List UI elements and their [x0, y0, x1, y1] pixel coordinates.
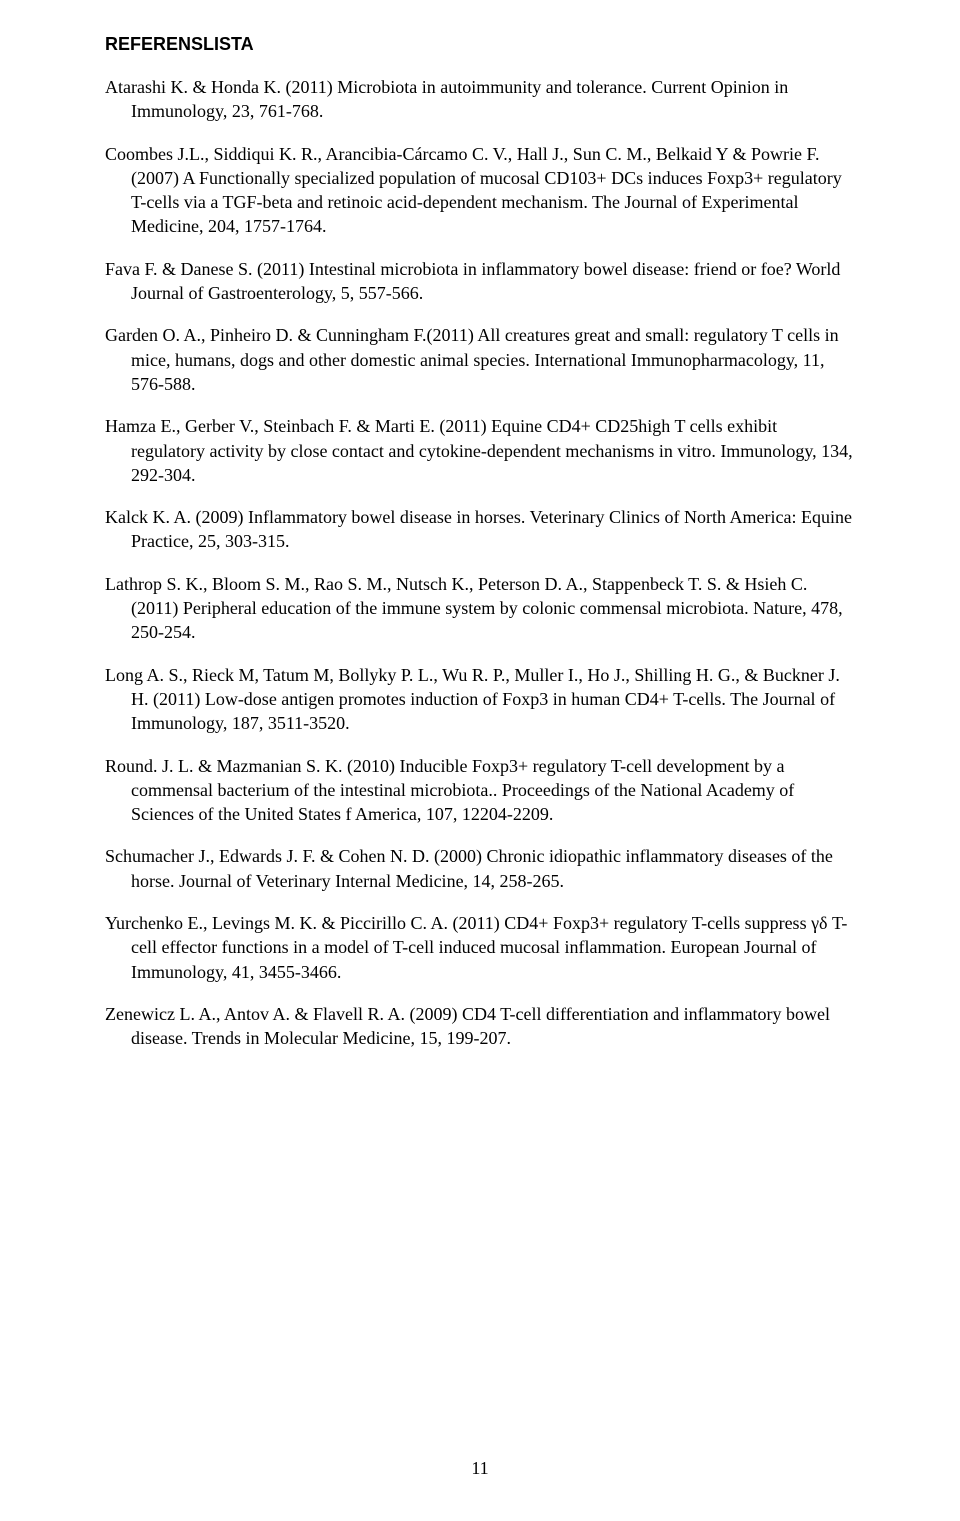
reference-item: Long A. S., Rieck M, Tatum M, Bollyky P.… — [105, 663, 855, 736]
page-number: 11 — [0, 1458, 960, 1479]
reference-item: Schumacher J., Edwards J. F. & Cohen N. … — [105, 844, 855, 893]
reference-item: Fava F. & Danese S. (2011) Intestinal mi… — [105, 257, 855, 306]
reference-item: Round. J. L. & Mazmanian S. K. (2010) In… — [105, 754, 855, 827]
reference-item: Garden O. A., Pinheiro D. & Cunningham F… — [105, 323, 855, 396]
reference-item: Hamza E., Gerber V., Steinbach F. & Mart… — [105, 414, 855, 487]
reference-item: Yurchenko E., Levings M. K. & Piccirillo… — [105, 911, 855, 984]
reference-item: Atarashi K. & Honda K. (2011) Microbiota… — [105, 75, 855, 124]
reference-item: Zenewicz L. A., Antov A. & Flavell R. A.… — [105, 1002, 855, 1051]
reference-item: Kalck K. A. (2009) Inflammatory bowel di… — [105, 505, 855, 554]
reference-item: Coombes J.L., Siddiqui K. R., Arancibia-… — [105, 142, 855, 239]
references-heading: REFERENSLISTA — [105, 34, 855, 55]
reference-item: Lathrop S. K., Bloom S. M., Rao S. M., N… — [105, 572, 855, 645]
